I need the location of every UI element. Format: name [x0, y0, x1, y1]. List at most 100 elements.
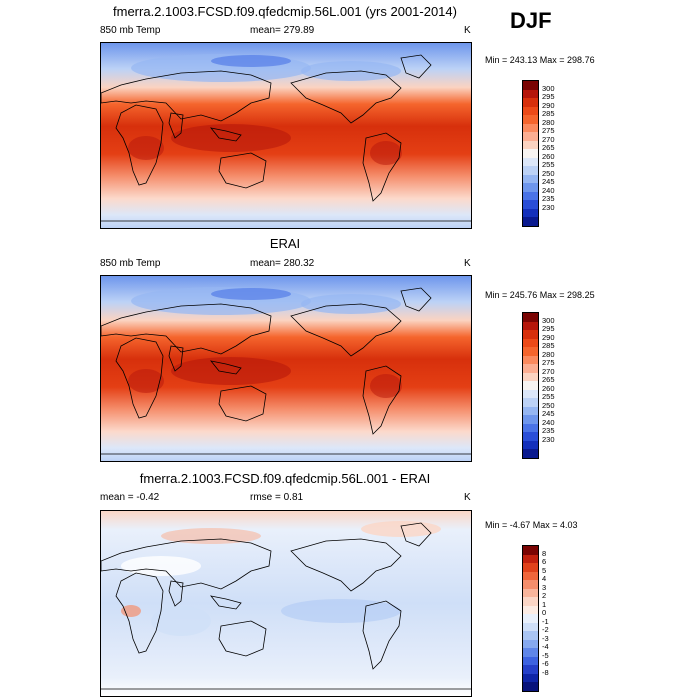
- colorbar-tick: -1: [542, 616, 549, 626]
- colorbar-cell: [523, 432, 538, 442]
- colorbar-cell: [523, 200, 538, 210]
- colorbar-cell: [523, 364, 538, 374]
- colorbar-tick: 265: [542, 143, 555, 153]
- colorbar-tick: 240: [542, 185, 555, 195]
- colorbar-tick: 300: [542, 315, 555, 325]
- colorbar: [522, 545, 539, 692]
- colorbar-tick: 295: [542, 324, 555, 334]
- colorbar-tick: 275: [542, 358, 555, 368]
- colorbar-cell: [523, 665, 538, 675]
- panel-title: fmerra.2.1003.FCSD.f09.qfedcmip.56L.001 …: [113, 4, 457, 19]
- colorbar-tick: 265: [542, 375, 555, 385]
- colorbar-cell: [523, 639, 538, 649]
- colorbar-cell: [523, 563, 538, 573]
- colorbar-cell: [523, 89, 538, 99]
- colorbar-cell: [523, 208, 538, 218]
- colorbar-tick: 280: [542, 117, 555, 127]
- map-panel: [100, 510, 472, 697]
- colorbar-tick: 290: [542, 100, 555, 110]
- map-panel: [100, 275, 472, 462]
- colorbar-tick: 240: [542, 417, 555, 427]
- colorbar-cell: [523, 415, 538, 425]
- colorbar-cell: [523, 682, 538, 692]
- map-field: [101, 511, 471, 696]
- colorbar: [522, 80, 539, 227]
- colorbar-tick: 290: [542, 332, 555, 342]
- min-max-label: Min = 245.76 Max = 298.25: [485, 290, 595, 300]
- colorbar-cell: [523, 440, 538, 450]
- colorbar-cell: [523, 423, 538, 433]
- colorbar-tick: 6: [542, 557, 547, 567]
- colorbar-cell: [523, 140, 538, 150]
- colorbar-tick: -5: [542, 650, 549, 660]
- colorbar-tick: 245: [542, 409, 555, 419]
- colorbar-tick: 285: [542, 341, 555, 351]
- colorbar-cell: [523, 398, 538, 408]
- left-label: 850 mb Temp: [100, 25, 161, 36]
- colorbar-tick: 8: [542, 548, 547, 558]
- colorbar-cell: [523, 81, 538, 91]
- colorbar-cell: [523, 372, 538, 382]
- colorbar-tick: 270: [542, 366, 555, 376]
- colorbar-tick: 255: [542, 160, 555, 170]
- colorbar-cell: [523, 631, 538, 641]
- colorbar-cell: [523, 174, 538, 184]
- colorbar-cell: [523, 115, 538, 125]
- center-label: mean= 280.32: [250, 258, 315, 269]
- colorbar-tick: 275: [542, 126, 555, 136]
- colorbar-tick: -4: [542, 642, 549, 652]
- colorbar-cell: [523, 673, 538, 683]
- colorbar-cell: [523, 132, 538, 142]
- colorbar-cell: [523, 183, 538, 193]
- colorbar-cell: [523, 149, 538, 159]
- colorbar-cell: [523, 588, 538, 598]
- colorbar-cell: [523, 191, 538, 201]
- colorbar-cell: [523, 580, 538, 590]
- colorbar-cell: [523, 648, 538, 658]
- min-max-label: Min = 243.13 Max = 298.76: [485, 55, 595, 65]
- colorbar-tick: 235: [542, 426, 555, 436]
- colorbar-cell: [523, 123, 538, 133]
- colorbar-cell: [523, 554, 538, 564]
- colorbar-cell: [523, 347, 538, 357]
- colorbar-tick: -3: [542, 633, 549, 643]
- colorbar: [522, 312, 539, 459]
- colorbar-cell: [523, 338, 538, 348]
- min-max-label: Min = -4.67 Max = 4.03: [485, 520, 578, 530]
- colorbar-tick: 285: [542, 109, 555, 119]
- units-label: K: [464, 492, 471, 503]
- colorbar-tick: 300: [542, 83, 555, 93]
- colorbar-tick: 250: [542, 400, 555, 410]
- colorbar-cell: [523, 313, 538, 323]
- colorbar-cell: [523, 381, 538, 391]
- colorbar-cell: [523, 321, 538, 331]
- colorbar-tick: 5: [542, 565, 547, 575]
- colorbar-tick: 280: [542, 349, 555, 359]
- colorbar-cell: [523, 389, 538, 399]
- center-label: rmse = 0.81: [250, 492, 304, 503]
- colorbar-tick: 295: [542, 92, 555, 102]
- map-field: [101, 276, 471, 461]
- colorbar-cell: [523, 449, 538, 459]
- left-label: 850 mb Temp: [100, 258, 161, 269]
- panel-title: fmerra.2.1003.FCSD.f09.qfedcmip.56L.001 …: [139, 471, 431, 486]
- colorbar-tick: 260: [542, 383, 555, 393]
- colorbar-tick: 1: [542, 599, 547, 609]
- colorbar-tick: 270: [542, 134, 555, 144]
- colorbar-cell: [523, 571, 538, 581]
- colorbar-tick: 235: [542, 194, 555, 204]
- colorbar-cell: [523, 355, 538, 365]
- colorbar-tick: 245: [542, 177, 555, 187]
- colorbar-tick: 4: [542, 574, 547, 584]
- colorbar-cell: [523, 157, 538, 167]
- colorbar-cell: [523, 406, 538, 416]
- colorbar-tick: -8: [542, 667, 549, 677]
- colorbar-cell: [523, 605, 538, 615]
- colorbar-cell: [523, 614, 538, 624]
- colorbar-cell: [523, 166, 538, 176]
- colorbar-tick: -6: [542, 659, 549, 669]
- season-label: DJF: [510, 8, 552, 33]
- colorbar-tick: 250: [542, 168, 555, 178]
- colorbar-cell: [523, 656, 538, 666]
- colorbar-cell: [523, 106, 538, 116]
